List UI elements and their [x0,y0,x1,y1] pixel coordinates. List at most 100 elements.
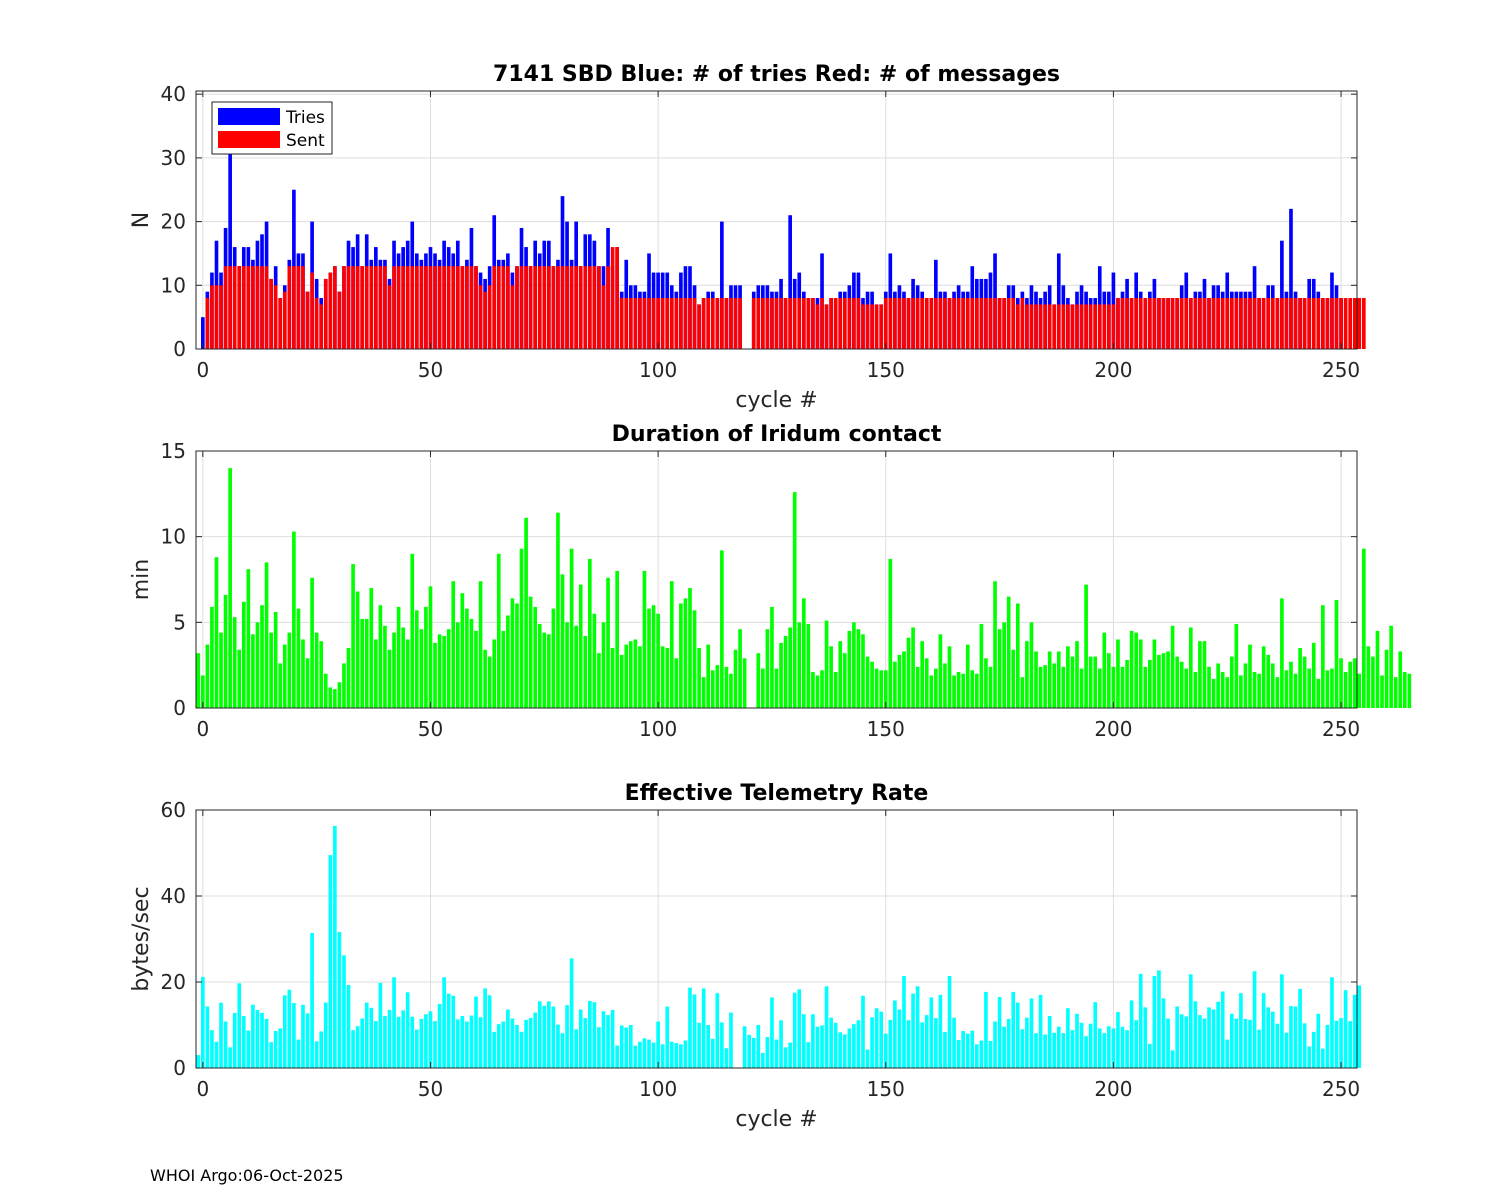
sent-bar [474,266,478,349]
rate-bar [1111,1028,1116,1068]
sent-bar [424,266,428,349]
rate-bar [770,997,774,1068]
sent-bar [874,304,879,349]
y-tick-label: 20 [161,970,186,994]
sent-bar [929,298,934,349]
rate-bar [328,855,333,1068]
sent-bar [492,266,497,349]
duration-bar [1116,639,1120,708]
rate-bar [205,1006,210,1068]
rate-bar [628,1025,633,1068]
duration-bar [1216,663,1220,708]
sent-bar [478,285,483,349]
rate-bar [560,1033,565,1068]
sent-bar [487,285,492,349]
sent-bar [1143,298,1148,349]
y-tick-label: 10 [161,525,186,549]
sent-bar [351,266,355,349]
sent-bar [1207,298,1211,349]
duration-bar [433,642,437,708]
duration-bar [542,632,547,708]
rate-bar [1302,1023,1307,1068]
y-tick-label: 5 [173,610,186,634]
rate-bar [943,1031,947,1068]
duration-bar [601,622,606,708]
sent-bar [701,298,706,349]
duration-bar [1184,668,1189,708]
rate-bar [1261,993,1266,1068]
duration-bar [446,629,451,708]
duration-bar [984,658,988,708]
sent-bar [588,266,592,349]
duration-bar [934,668,938,708]
rate-bar [720,1022,724,1068]
duration-bar [278,663,283,708]
y-tick-label: 10 [161,273,186,297]
duration-bar [246,569,251,708]
duration-bar [305,658,310,708]
duration-bar [993,581,997,708]
rate-bar [847,1028,852,1068]
rate-bar [305,1013,310,1068]
rate-bar [241,1015,246,1068]
rate-bar [638,1041,642,1068]
y-tick-label: 15 [161,439,186,463]
duration-bar [669,581,674,708]
duration-bar [847,630,852,708]
rate-bar [1343,990,1348,1068]
sent-bar [806,298,811,349]
rate-bar [369,1007,374,1068]
duration-bar [578,584,583,708]
sent-bar [838,298,843,349]
sent-bar [683,298,688,349]
duration-bar [838,641,843,708]
sent-bar [405,266,410,349]
sent-bar [669,298,674,349]
duration-bar [547,634,551,708]
sent-bar [483,291,487,349]
duration-bar [1097,668,1102,708]
rate-bar [1270,1011,1275,1068]
duration-bar [592,613,597,708]
sent-bar [264,266,269,349]
duration-bar [656,613,660,708]
duration-bar [1243,663,1248,708]
sent-bar [774,298,779,349]
rate-bar [642,1038,647,1068]
rate-bar [1011,991,1016,1068]
rate-bar [838,1032,843,1068]
rate-bar [469,1015,474,1068]
duration-bar [460,593,465,708]
rate-bar [232,1012,237,1068]
sent-bar [1011,298,1016,349]
sent-bar [852,298,856,349]
duration-bar [742,658,747,708]
sent-bar [528,266,533,349]
sent-bar [628,298,633,349]
rate-bar [1248,1019,1252,1068]
sent-bar [1120,298,1125,349]
sent-bar [469,266,474,349]
rate-bar [251,1004,255,1068]
duration-bar [1211,678,1216,708]
duration-bar [1261,646,1266,708]
sent-bar [442,266,446,349]
sent-bar [314,298,319,349]
sent-bar [292,266,296,349]
rate-bar [1243,1018,1248,1068]
duration-bar [1293,673,1298,708]
duration-bar [396,606,401,708]
duration-bar [510,598,515,708]
sent-bar [1243,298,1248,349]
rate-bar [569,958,574,1068]
sent-bar [1307,298,1312,349]
rate-bar [1157,970,1161,1068]
duration-bar [292,531,296,708]
duration-bar [241,601,246,708]
rate-bar [1179,1014,1184,1068]
duration-bar [1011,649,1016,708]
rate-bar [788,1042,792,1068]
sent-bar [1229,298,1234,349]
y-tick-label: 0 [173,1056,186,1080]
rate-bar [460,1015,465,1068]
